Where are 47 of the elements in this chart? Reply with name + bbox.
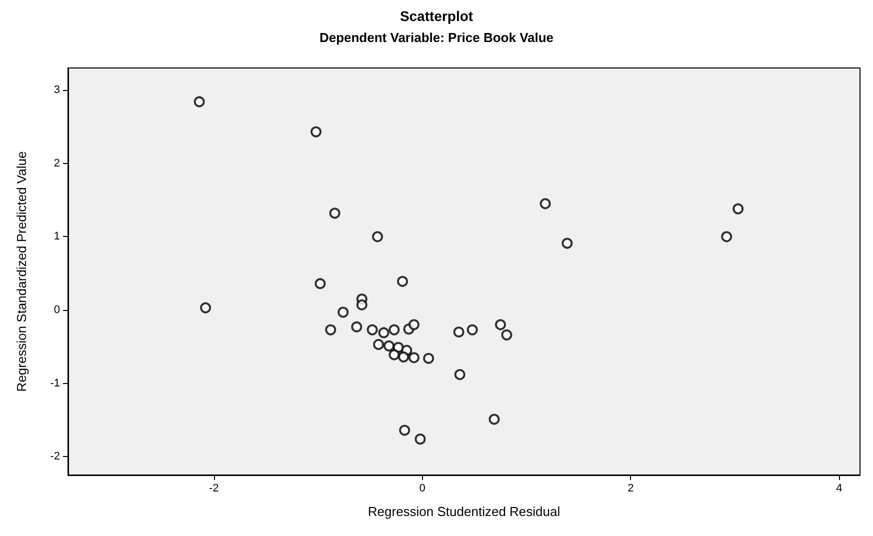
point [200,302,212,314]
point [310,126,322,138]
point [194,96,205,108]
point [351,321,362,332]
point [732,203,744,214]
x-tick-label: 0 [419,482,426,494]
x-tick-label: 2 [628,482,634,494]
point [453,326,464,338]
point [488,414,500,425]
point [397,276,408,287]
point [454,369,466,380]
chart-subtitle: Dependent Variable: Price Book Value [319,30,554,45]
point [383,340,394,352]
point [366,324,378,336]
point [373,338,384,350]
point [378,327,390,338]
x-axis-title: Regression Studentized Residual [368,504,560,519]
point [414,434,426,445]
point [540,198,551,210]
point [314,278,326,290]
x-tick-label: 4 [836,482,842,494]
y-axis-title: Regression Standardized Predicted Value [14,151,29,392]
y-tick-label: 3 [54,84,60,96]
y-tick-label: -2 [50,450,60,463]
point [329,208,340,219]
y-tick-label: 0 [54,304,60,316]
point [423,352,434,364]
point [466,324,478,336]
point [721,231,732,242]
point [562,238,573,249]
point [408,352,420,364]
point [408,319,420,330]
point [494,319,506,330]
y-tick-label: -1 [50,377,60,390]
point [398,351,410,362]
point [372,231,384,242]
chart-title: Scatterplot [400,8,474,24]
y-tick-label: 2 [54,157,60,170]
point [325,324,336,336]
point [501,329,512,340]
y-tick-label: 1 [54,230,60,243]
point [388,324,400,336]
point [388,349,400,360]
point [338,306,349,318]
point [399,424,410,436]
point [356,299,368,310]
x-tick-label: -2 [209,482,219,494]
